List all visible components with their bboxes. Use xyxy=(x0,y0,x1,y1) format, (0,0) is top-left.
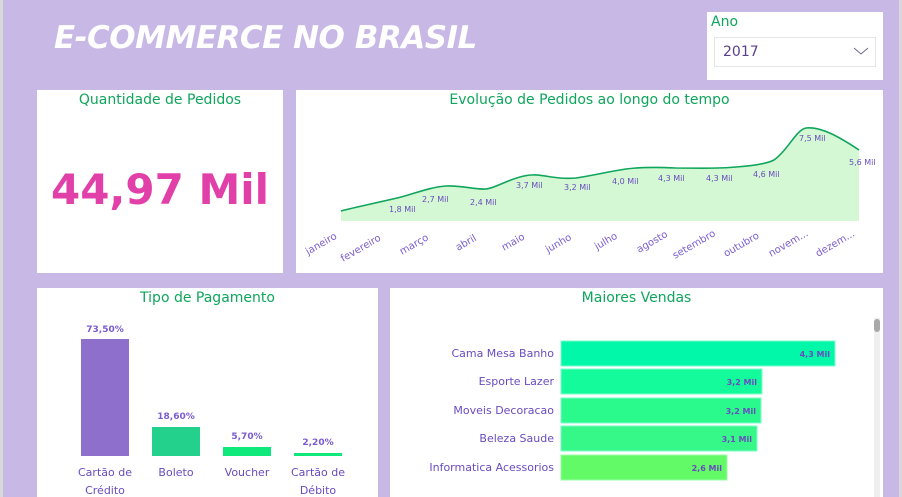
axis-label: janeiro xyxy=(303,231,339,258)
data-label: 5,6 Mil xyxy=(849,158,876,167)
chevron-down-icon xyxy=(853,47,869,55)
category-label: Cartão de xyxy=(78,466,132,479)
bar-credit-card[interactable] xyxy=(81,339,129,456)
bar-debit-card[interactable] xyxy=(294,453,342,456)
payment-chart-title: Tipo de Pagamento xyxy=(140,290,275,306)
category-label: Cama Mesa Banho xyxy=(451,347,554,360)
axis-label: setembro xyxy=(671,228,718,261)
data-label: 7,5 Mil xyxy=(799,134,826,143)
kpi-value: 44,97 Mil xyxy=(50,165,270,214)
axis-label: dezem... xyxy=(814,228,857,259)
bar-informatica-acessorios[interactable] xyxy=(560,454,728,481)
sales-chart-title: Maiores Vendas xyxy=(581,290,692,306)
window-edge-left xyxy=(0,0,3,497)
bar-cama-mesa-banho[interactable] xyxy=(560,340,836,367)
bar-value-label: 3,2 Mil xyxy=(727,378,758,387)
payment-chart-plot: 73,50% 18,60% 5,70% 2,20% Cartão de Créd… xyxy=(78,325,345,497)
category-label: Voucher xyxy=(225,466,270,479)
window-edge-right xyxy=(899,0,902,497)
category-label: Cartão de xyxy=(291,466,345,479)
vertical-scrollbar[interactable] xyxy=(874,318,880,497)
category-label: Boleto xyxy=(158,466,193,479)
bar-esporte-lazer[interactable] xyxy=(560,368,763,395)
axis-label: outubro xyxy=(722,231,761,260)
bar-value-label: 73,50% xyxy=(86,325,124,335)
category-label: Crédito xyxy=(85,484,125,497)
axis-label: julho xyxy=(592,231,619,253)
year-dropdown[interactable]: 2017 xyxy=(714,37,876,67)
kpi-title: Quantidade de Pedidos xyxy=(78,92,242,108)
orders-kpi-card: Quantidade de Pedidos 44,97 Mil xyxy=(37,90,283,273)
year-slicer: Ano 2017 xyxy=(707,12,883,80)
axis-label: abril xyxy=(454,233,479,254)
data-label: 2,4 Mil xyxy=(470,198,497,207)
category-label: Moveis Decoracao xyxy=(453,404,554,417)
data-label: 1,8 Mil xyxy=(389,205,416,214)
category-label: Esporte Lazer xyxy=(479,375,555,388)
scrollbar-thumb[interactable] xyxy=(874,319,880,332)
bar-moveis-decoracao[interactable] xyxy=(560,397,762,424)
data-label: 3,7 Mil xyxy=(516,181,543,190)
data-label: 2,7 Mil xyxy=(422,195,449,204)
bar-value-label: 4,3 Mil xyxy=(800,350,831,359)
data-label: 4,3 Mil xyxy=(706,174,733,183)
bar-beleza-saude[interactable] xyxy=(560,425,758,452)
data-label: 3,2 Mil xyxy=(564,183,591,192)
year-dropdown-value: 2017 xyxy=(723,44,759,60)
bar-voucher[interactable] xyxy=(223,447,271,456)
line-data-labels: 1,8 Mil 2,7 Mil 2,4 Mil 3,7 Mil 3,2 Mil … xyxy=(389,134,876,214)
axis-label: junho xyxy=(543,232,574,256)
month-axis: janeiro fevereiro março abril maio junho… xyxy=(303,228,857,264)
payment-type-chart: Tipo de Pagamento 73,50% 18,60% 5,70% 2,… xyxy=(37,288,378,497)
axis-label: novem... xyxy=(767,228,810,259)
data-label: 4,0 Mil xyxy=(612,177,639,186)
category-label: Débito xyxy=(300,484,337,497)
line-chart-title: Evolução de Pedidos ao longo do tempo xyxy=(449,92,730,108)
data-label: 4,6 Mil xyxy=(753,170,780,179)
data-label: 4,3 Mil xyxy=(658,174,685,183)
bar-value-label: 5,70% xyxy=(231,432,262,442)
bar-value-label: 3,1 Mil xyxy=(722,435,753,444)
axis-label: fevereiro xyxy=(339,233,383,265)
bar-value-label: 18,60% xyxy=(157,412,195,422)
axis-label: março xyxy=(398,232,431,257)
category-label: Informatica Acessorios xyxy=(429,461,554,474)
top-sales-chart: Maiores Vendas Cama Mesa Banho Esporte L… xyxy=(390,288,883,497)
bar-value-label: 2,20% xyxy=(302,438,333,448)
axis-label: agosto xyxy=(635,229,670,255)
page-title: E-COMMERCE NO BRASIL xyxy=(54,20,477,56)
bar-value-label: 3,2 Mil xyxy=(726,407,757,416)
sales-chart-plot: Cama Mesa Banho Esporte Lazer Moveis Dec… xyxy=(429,340,836,481)
category-label: Beleza Saude xyxy=(479,432,554,445)
bar-boleto[interactable] xyxy=(152,427,200,456)
orders-over-time-chart: Evolução de Pedidos ao longo do tempo 1,… xyxy=(296,90,883,273)
line-chart-plot: 1,8 Mil 2,7 Mil 2,4 Mil 3,7 Mil 3,2 Mil … xyxy=(303,127,876,265)
axis-label: maio xyxy=(500,232,527,254)
slicer-label: Ano xyxy=(711,14,739,30)
bar-value-label: 2,6 Mil xyxy=(692,464,723,473)
